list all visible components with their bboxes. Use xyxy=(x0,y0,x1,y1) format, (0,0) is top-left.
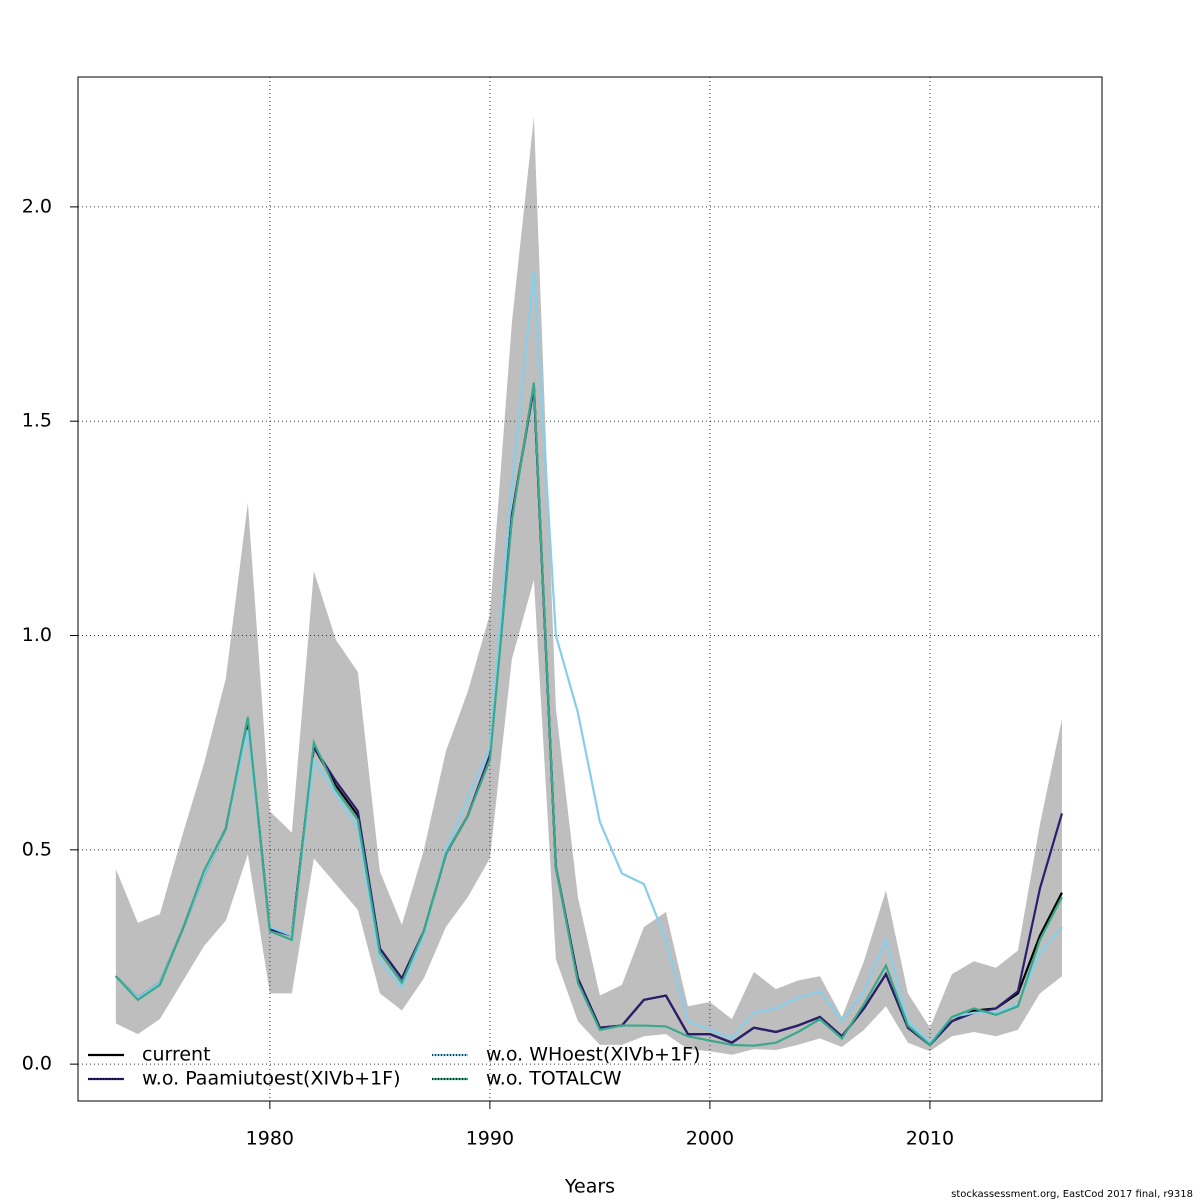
x-tick-label: 2000 xyxy=(686,1128,734,1150)
legend-label: current xyxy=(142,1044,211,1066)
x-tick-label: 2010 xyxy=(906,1128,954,1150)
plot-frame xyxy=(77,76,1103,1102)
series-line xyxy=(115,386,1064,1047)
x-axis-label: Years xyxy=(564,1176,615,1198)
footnote: stockassessment.org, EastCod 2017 final,… xyxy=(951,1189,1193,1200)
y-tick-label: 0.5 xyxy=(22,838,52,860)
y-tick-label: 1.5 xyxy=(22,410,52,432)
series-line xyxy=(115,382,1063,1047)
legend-label: w.o. WHoest(XIVb+1F) xyxy=(486,1044,700,1066)
y-tick-label: 2.0 xyxy=(22,195,52,217)
confidence-band xyxy=(115,116,1062,1055)
x-tick-label: 1990 xyxy=(466,1128,514,1150)
series-line xyxy=(115,271,1063,1045)
y-tick-label: 1.0 xyxy=(22,624,52,646)
x-tick-label: 1980 xyxy=(246,1128,294,1150)
legend-label: w.o. TOTALCW xyxy=(486,1068,622,1090)
legend-label: w.o. Paamiutoest(XIVb+1F) xyxy=(142,1068,400,1090)
y-tick-label: 0.0 xyxy=(22,1053,52,1075)
